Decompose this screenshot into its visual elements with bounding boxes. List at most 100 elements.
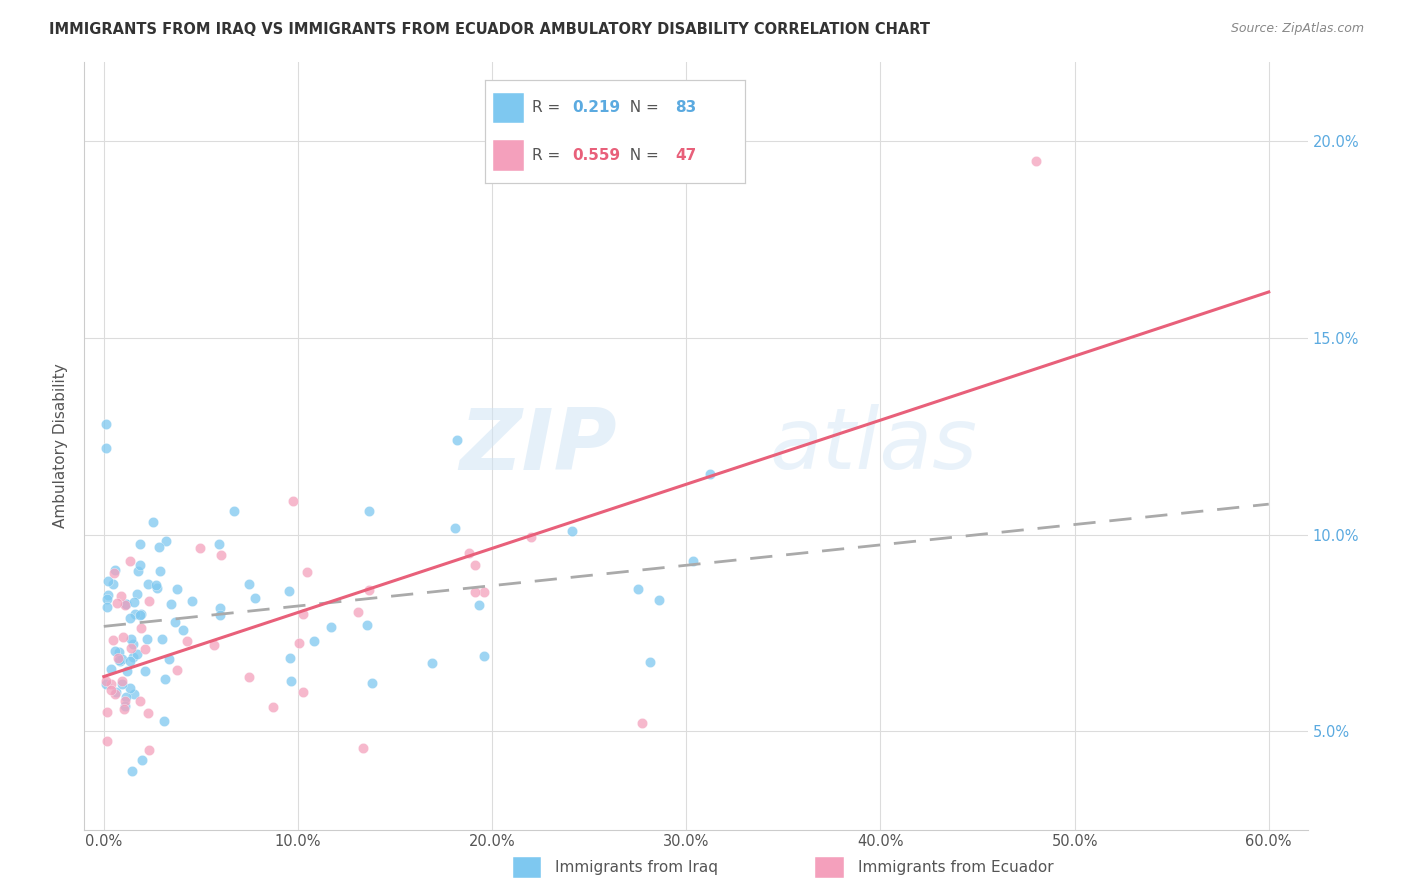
Point	[118, 681, 141, 696]
Point	[115, 690, 138, 705]
Point	[131, 753, 153, 767]
Point	[280, 674, 302, 689]
Text: N =: N =	[620, 101, 664, 115]
Text: R =: R =	[531, 101, 565, 115]
Bar	[494, 93, 524, 123]
Point	[281, 494, 304, 508]
Y-axis label: Ambulatory Disability: Ambulatory Disability	[52, 364, 67, 528]
Point	[110, 654, 132, 668]
Point	[128, 558, 150, 572]
Point	[166, 663, 188, 677]
Point	[96, 600, 118, 615]
Point	[262, 699, 284, 714]
Point	[181, 594, 204, 608]
Point	[100, 662, 122, 676]
Point	[96, 592, 118, 607]
Text: ZIP: ZIP	[458, 404, 616, 488]
Point	[150, 632, 173, 646]
Point	[209, 600, 232, 615]
Point	[155, 673, 177, 687]
Point	[319, 620, 342, 634]
Point	[97, 588, 120, 602]
Point	[128, 608, 150, 623]
Point	[128, 537, 150, 551]
Point	[122, 637, 145, 651]
Point	[104, 643, 127, 657]
Text: Source: ZipAtlas.com: Source: ZipAtlas.com	[1230, 22, 1364, 36]
Point	[627, 582, 650, 596]
Point	[243, 591, 266, 606]
Point	[157, 651, 180, 665]
Point	[115, 664, 138, 678]
Point	[114, 694, 136, 708]
Point	[520, 530, 543, 544]
Point	[278, 583, 301, 598]
Point	[125, 648, 148, 662]
Point	[302, 634, 325, 648]
Point	[96, 677, 118, 691]
Point	[347, 605, 370, 619]
Point	[94, 417, 117, 432]
Point	[444, 521, 467, 535]
Text: Immigrants from Iraq: Immigrants from Iraq	[555, 860, 718, 875]
Point	[108, 645, 131, 659]
Point	[472, 585, 495, 599]
Point	[356, 618, 378, 632]
Point	[295, 565, 318, 579]
Point	[100, 677, 122, 691]
Point	[94, 674, 117, 689]
Point	[107, 650, 129, 665]
Point	[148, 540, 170, 554]
Point	[138, 743, 160, 757]
Point	[138, 593, 160, 607]
Point	[105, 596, 128, 610]
Point	[129, 621, 152, 635]
Point	[222, 504, 245, 518]
Point	[111, 676, 134, 690]
Point	[631, 716, 654, 731]
Point	[115, 597, 138, 611]
Point	[111, 673, 134, 688]
Point	[209, 549, 232, 563]
Point	[146, 581, 169, 595]
Point	[115, 597, 138, 611]
Point	[134, 642, 156, 657]
Point	[202, 639, 225, 653]
Text: atlas: atlas	[769, 404, 977, 488]
Text: 47: 47	[675, 148, 696, 162]
Point	[457, 546, 479, 560]
Text: IMMIGRANTS FROM IRAQ VS IMMIGRANTS FROM ECUADOR AMBULATORY DISABILITY CORRELATIO: IMMIGRANTS FROM IRAQ VS IMMIGRANTS FROM …	[49, 22, 931, 37]
Point	[145, 578, 167, 592]
Point	[127, 587, 149, 601]
Point	[97, 574, 120, 589]
Point	[111, 630, 134, 644]
Point	[103, 577, 125, 591]
Point	[122, 650, 145, 665]
Text: Immigrants from Ecuador: Immigrants from Ecuador	[858, 860, 1053, 875]
Point	[352, 740, 374, 755]
Point	[209, 608, 232, 623]
Point	[100, 683, 122, 698]
Point	[288, 635, 311, 649]
Point	[278, 651, 301, 665]
Point	[96, 734, 118, 748]
Point	[108, 653, 131, 667]
Point	[110, 589, 132, 603]
Bar	[494, 140, 524, 170]
Point	[238, 670, 260, 684]
Point	[166, 582, 188, 597]
Point	[104, 688, 127, 702]
Point	[359, 504, 381, 518]
Point	[142, 515, 165, 529]
Point	[121, 764, 143, 778]
Point	[238, 577, 260, 591]
Point	[94, 441, 117, 455]
Point	[124, 607, 146, 621]
Point	[291, 607, 314, 621]
Point	[124, 687, 146, 701]
Point	[361, 676, 384, 690]
Text: 0.219: 0.219	[572, 101, 620, 115]
Point	[105, 685, 128, 699]
Point	[699, 467, 721, 481]
Point	[208, 537, 231, 551]
